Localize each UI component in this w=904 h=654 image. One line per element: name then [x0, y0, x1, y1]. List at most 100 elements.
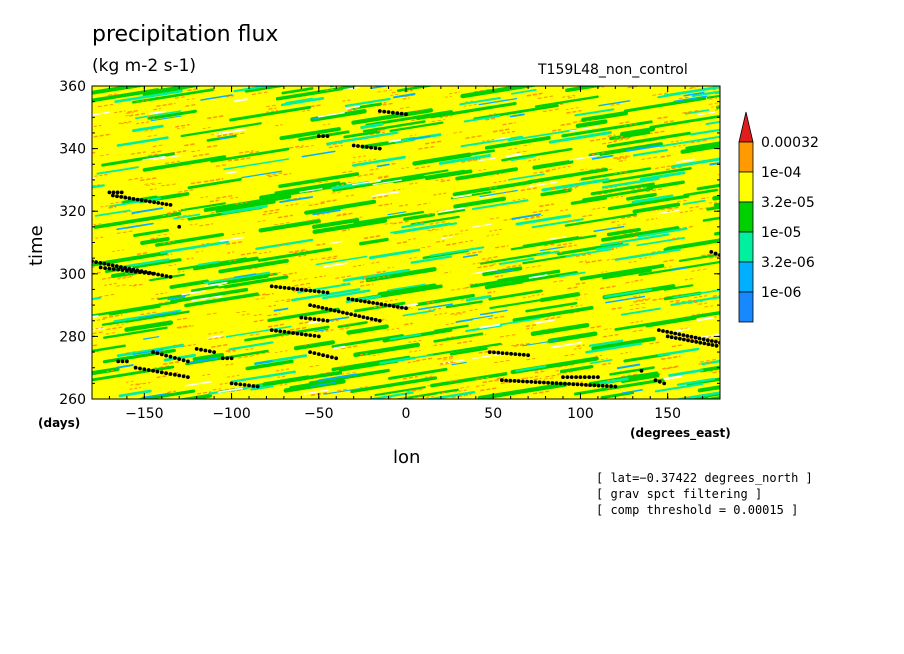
- field-streak: [201, 242, 211, 245]
- field-streak: [342, 268, 411, 282]
- threshold-marker: [382, 109, 387, 114]
- field-streak: [439, 361, 457, 366]
- threshold-marker: [234, 382, 238, 386]
- field-streak: [127, 109, 141, 113]
- field-streak: [704, 305, 714, 308]
- field-streak: [544, 243, 555, 247]
- x-axis-label: lon: [393, 447, 421, 468]
- colorbar-swatch: [738, 231, 754, 263]
- threshold-marker: [312, 351, 317, 355]
- field-streak: [513, 342, 533, 347]
- field-streak: [522, 339, 559, 347]
- field-streak: [654, 382, 704, 393]
- field-streak: [73, 122, 84, 124]
- field-streak: [692, 82, 709, 85]
- field-streak: [374, 386, 426, 397]
- field-streak: [266, 172, 285, 176]
- field-streak: [184, 189, 192, 192]
- field-streak: [421, 245, 432, 249]
- field-streak: [377, 128, 389, 132]
- field-streak: [565, 188, 577, 191]
- field-streak: [673, 144, 687, 148]
- threshold-marker: [308, 303, 312, 307]
- threshold-marker: [312, 304, 317, 308]
- threshold-marker: [377, 318, 382, 323]
- threshold-marker: [102, 261, 107, 266]
- threshold-marker: [373, 146, 378, 151]
- threshold-marker: [181, 374, 186, 379]
- threshold-markers: [92, 109, 720, 389]
- field-streak: [409, 256, 418, 259]
- field-streak: [701, 197, 709, 200]
- field-streak: [542, 108, 561, 113]
- threshold-marker: [291, 286, 295, 291]
- field-streak: [677, 199, 689, 203]
- field-streak: [92, 377, 93, 379]
- threshold-marker: [107, 266, 112, 271]
- note-threshold: [ comp threshold = 0.00015 ]: [596, 503, 799, 517]
- field-streak: [628, 260, 639, 263]
- field-streak: [377, 89, 393, 93]
- field-streak: [190, 285, 219, 293]
- threshold-marker: [278, 285, 283, 290]
- field-streak: [238, 150, 254, 154]
- threshold-marker: [387, 303, 392, 308]
- field-streak: [163, 360, 183, 365]
- threshold-marker: [278, 329, 283, 334]
- threshold-marker: [571, 382, 576, 387]
- field-streak: [682, 199, 706, 205]
- field-streak: [682, 109, 699, 114]
- field-streak: [495, 245, 509, 249]
- field-streak: [646, 217, 658, 221]
- x-tick-label: 0: [402, 406, 411, 422]
- field-streak: [225, 171, 237, 175]
- threshold-marker: [151, 271, 156, 276]
- threshold-marker: [194, 347, 199, 351]
- field-streak: [471, 199, 529, 211]
- threshold-marker: [151, 350, 156, 354]
- field-streak: [388, 354, 433, 363]
- threshold-marker: [579, 382, 584, 387]
- field-streak: [562, 94, 577, 98]
- field-streak: [497, 269, 561, 283]
- field-streak: [724, 212, 736, 214]
- field-streak: [123, 79, 136, 81]
- threshold-marker: [714, 343, 719, 348]
- field-streak: [625, 144, 662, 152]
- field-streak: [415, 165, 431, 170]
- field-streak: [599, 377, 629, 385]
- field-streak: [211, 132, 223, 136]
- threshold-marker: [110, 263, 115, 268]
- field-streak: [493, 180, 508, 184]
- field-streak: [341, 345, 359, 350]
- threshold-marker: [98, 265, 103, 270]
- field-streak: [684, 277, 695, 281]
- field-streak: [149, 110, 167, 115]
- field-streak: [160, 184, 169, 187]
- threshold-marker: [661, 329, 665, 333]
- threshold-marker: [605, 384, 609, 388]
- field-streak: [136, 75, 179, 82]
- field-streak: [445, 300, 483, 309]
- threshold-marker: [377, 146, 382, 151]
- field-streak: [322, 289, 371, 300]
- threshold-marker: [238, 382, 243, 387]
- threshold-marker: [542, 380, 546, 385]
- field-streak: [613, 137, 632, 142]
- field-streak: [308, 368, 390, 385]
- field-streak: [473, 88, 492, 93]
- threshold-marker: [146, 368, 151, 372]
- field-streak: [318, 180, 330, 184]
- threshold-marker: [129, 269, 134, 274]
- field-streak: [200, 196, 210, 199]
- threshold-marker: [312, 317, 317, 322]
- field-streak: [613, 155, 628, 159]
- field-streak: [228, 341, 274, 351]
- field-streak: [282, 272, 297, 276]
- field-streak: [330, 319, 339, 322]
- field-streak: [106, 326, 123, 331]
- field-streak: [279, 383, 289, 386]
- field-streak: [331, 334, 404, 349]
- threshold-marker: [353, 313, 358, 318]
- field-streak: [528, 158, 540, 162]
